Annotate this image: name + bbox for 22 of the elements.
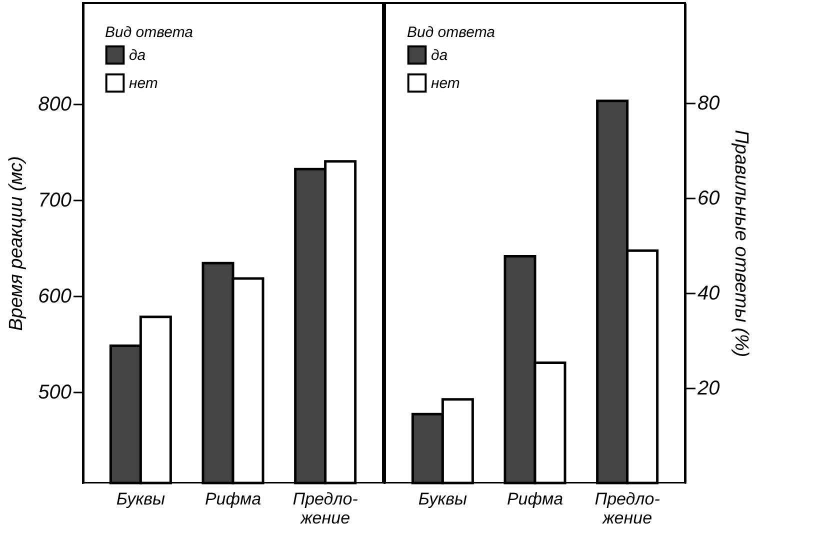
y2-tick-label: 40 [698,282,720,304]
legend-title: Вид ответа [407,24,495,41]
legend-label: да [431,47,448,64]
x-tick-label: Предло- жение [292,490,358,528]
legend-label: нет [129,75,158,92]
x-tick-label: Буквы [418,490,468,508]
x-tick-label: Рифма [506,490,564,508]
y-tick-label: 600 [38,285,72,308]
y2-axis-title: Правильные ответы (%) [730,130,752,358]
y2-tick-label: 60 [698,187,720,210]
x-tick-label: Буквы [116,490,166,508]
y-tick-label: 700 [38,189,72,212]
y-tick-label: 500 [38,381,72,404]
legend-label: да [129,47,146,64]
legend-title: Вид ответа [105,24,193,41]
y-tick-label: 800 [38,93,72,116]
y-axis-title: Время реакции (мс) [6,156,28,331]
y2-tick-label: 80 [698,92,720,114]
x-tick-label: Предло- жение [594,490,660,528]
legend-label: нет [431,75,460,92]
x-tick-label: Рифма [204,490,262,508]
y2-tick-label: 20 [696,377,720,400]
